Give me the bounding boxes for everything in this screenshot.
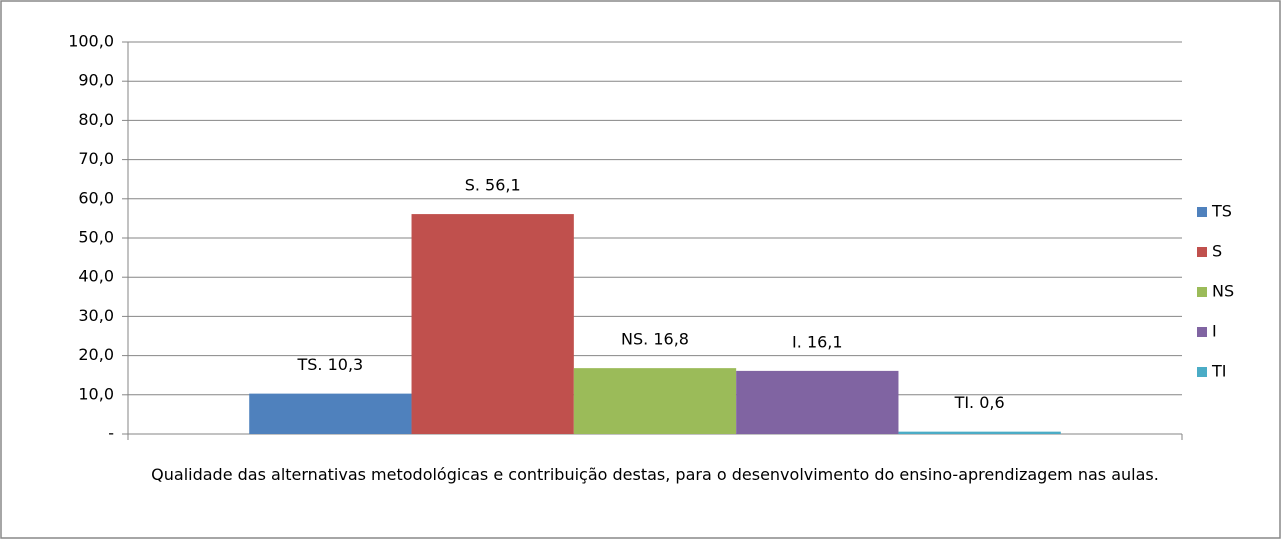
bar xyxy=(736,370,899,434)
legend-label: TI xyxy=(1211,362,1227,381)
data-label: TS. 10,3 xyxy=(297,355,364,374)
y-tick-label: 10,0 xyxy=(78,384,114,403)
legend-label: TS xyxy=(1211,202,1232,221)
legend-swatch xyxy=(1197,247,1207,257)
bar xyxy=(573,368,737,434)
data-label: NS. 16,8 xyxy=(621,330,689,349)
bar xyxy=(411,214,574,434)
data-label: I. 16,1 xyxy=(792,332,843,351)
data-label: S. 56,1 xyxy=(465,176,521,195)
y-tick-label: 80,0 xyxy=(78,110,114,129)
bar xyxy=(898,431,1061,434)
x-category-label: Qualidade das alternativas metodológicas… xyxy=(151,465,1159,484)
legend-swatch xyxy=(1197,327,1207,337)
y-tick-label: - xyxy=(108,424,114,443)
y-tick-label: 100,0 xyxy=(68,32,114,51)
y-tick-label: 60,0 xyxy=(78,188,114,207)
y-tick-label: 40,0 xyxy=(78,267,114,286)
y-tick-label: 90,0 xyxy=(78,71,114,90)
legend-swatch xyxy=(1197,207,1207,217)
legend-label: I xyxy=(1212,322,1217,341)
y-tick-label: 50,0 xyxy=(78,228,114,247)
y-tick-label: 20,0 xyxy=(78,345,114,364)
legend-label: S xyxy=(1212,242,1222,261)
legend-swatch xyxy=(1197,367,1207,377)
bar xyxy=(249,393,412,434)
legend-label: NS xyxy=(1212,282,1234,301)
data-label: TI. 0,6 xyxy=(954,393,1005,412)
y-tick-label: 30,0 xyxy=(78,306,114,325)
legend-swatch xyxy=(1197,287,1207,297)
y-tick-label: 70,0 xyxy=(78,149,114,168)
